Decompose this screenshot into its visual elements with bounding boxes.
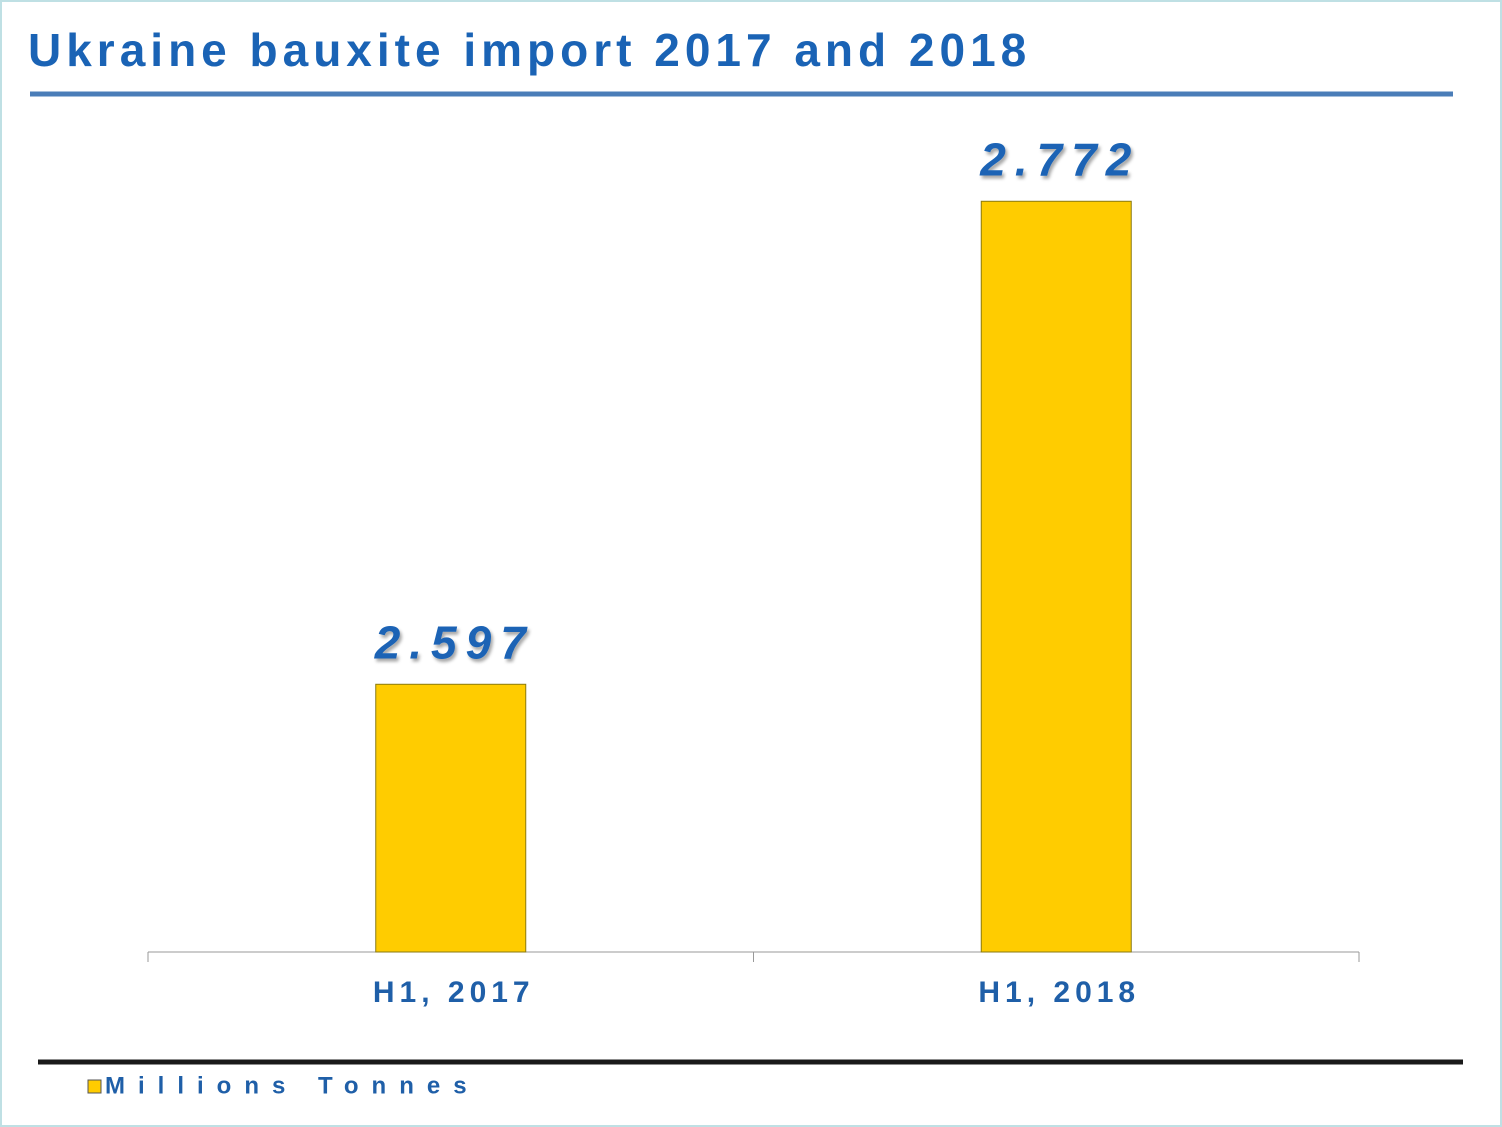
x-tick-label: H1, 2018 — [978, 976, 1140, 1009]
data-label: 2.772 — [979, 133, 1140, 185]
data-label: 2.597 — [374, 616, 535, 668]
x-tick-label: H1, 2017 — [373, 976, 535, 1009]
bar — [375, 683, 527, 953]
bar — [980, 200, 1132, 953]
chart-title: Ukraine bauxite import 2017 and 2018 — [28, 24, 1031, 76]
legend-swatch — [87, 1079, 102, 1094]
legend-label: Millions Tonnes — [105, 1072, 480, 1099]
